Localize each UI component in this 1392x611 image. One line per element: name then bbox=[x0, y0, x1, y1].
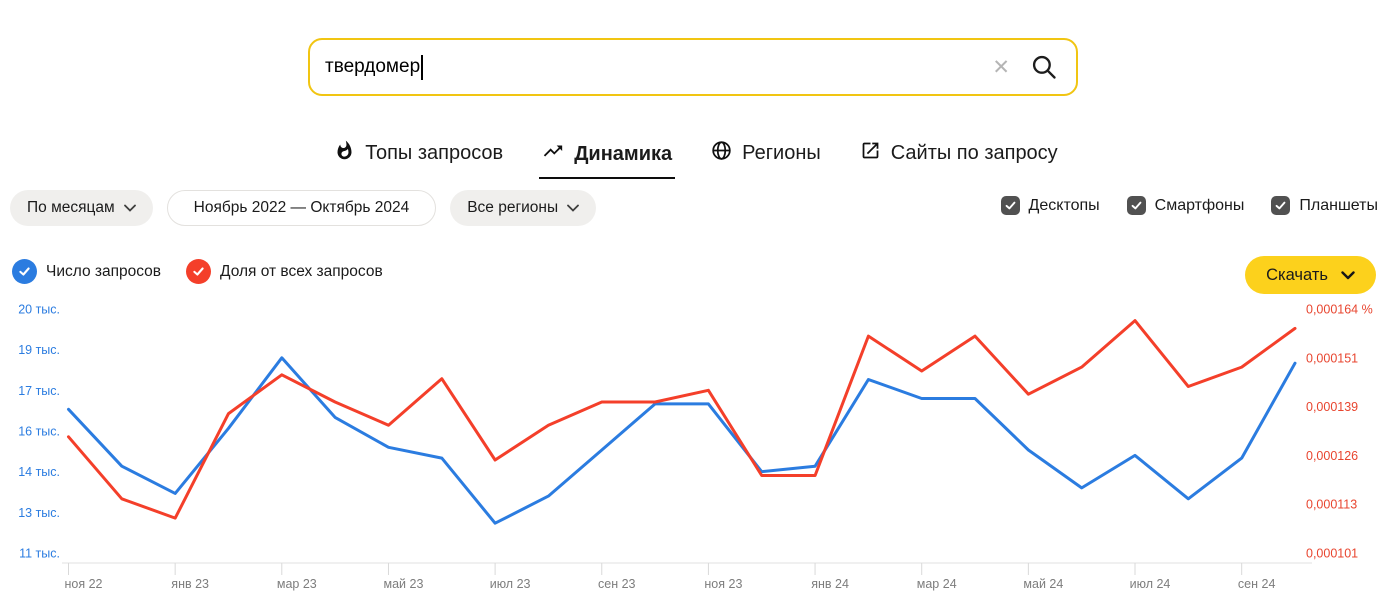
legend-queries-toggle[interactable]: Число запросов bbox=[12, 259, 161, 284]
x-axis-label: сен 23 bbox=[598, 577, 636, 591]
legend-check-icon-blue bbox=[12, 259, 37, 284]
tab-label: Динамика bbox=[574, 142, 673, 165]
period-select[interactable]: По месяцам bbox=[10, 190, 153, 226]
left-axis-label: 20 тыс. bbox=[18, 303, 60, 317]
tab-label: Регионы bbox=[742, 142, 821, 164]
tab-dynamics[interactable]: Динамика bbox=[539, 138, 676, 179]
tab-sites-by-query[interactable]: Сайты по запросу bbox=[857, 138, 1061, 178]
checkbox-checked-icon bbox=[1126, 196, 1146, 215]
checkbox-tablets[interactable]: Планшеты bbox=[1271, 196, 1378, 215]
tab-label: Топы запросов bbox=[365, 142, 504, 164]
right-axis-label: 0,000139 bbox=[1306, 400, 1358, 414]
legend-share-toggle[interactable]: Доля от всех запросов bbox=[186, 259, 383, 284]
x-axis-label: ноя 22 bbox=[64, 577, 102, 591]
checkbox-checked-icon bbox=[1000, 196, 1020, 215]
left-axis-label: 11 тыс. bbox=[19, 547, 60, 561]
checkbox-smartphones[interactable]: Смартфоны bbox=[1126, 196, 1245, 215]
download-label: Скачать bbox=[1266, 265, 1328, 284]
globe-icon bbox=[711, 140, 732, 167]
queries-line bbox=[67, 356, 1297, 525]
x-axis-label: май 23 bbox=[384, 577, 424, 591]
legend-label: Доля от всех запросов bbox=[220, 262, 383, 280]
trending-up-icon bbox=[542, 140, 564, 168]
x-axis-label: сен 24 bbox=[1238, 577, 1276, 591]
tab-top-queries[interactable]: Топы запросов bbox=[331, 138, 506, 178]
chevron-down-icon bbox=[1341, 270, 1355, 279]
x-axis-label: янв 24 bbox=[811, 577, 849, 591]
left-axis-label: 14 тыс. bbox=[18, 465, 60, 479]
checkbox-desktops[interactable]: Десктопы bbox=[1000, 196, 1100, 215]
share-line bbox=[67, 319, 1297, 520]
date-range-label: Ноябрь 2022 — Октябрь 2024 bbox=[193, 199, 410, 216]
device-filters: Десктопы Смартфоны Планшеты bbox=[1000, 196, 1378, 215]
checkbox-label: Планшеты bbox=[1299, 196, 1378, 214]
chevron-down-icon bbox=[123, 204, 136, 212]
region-label: Все регионы bbox=[467, 199, 559, 216]
left-axis-label: 17 тыс. bbox=[18, 384, 60, 398]
download-button[interactable]: Скачать bbox=[1245, 256, 1376, 294]
date-range-select[interactable]: Ноябрь 2022 — Октябрь 2024 bbox=[166, 190, 437, 226]
checkbox-label: Десктопы bbox=[1028, 196, 1100, 214]
region-select[interactable]: Все регионы bbox=[450, 190, 597, 226]
checkbox-checked-icon bbox=[1271, 196, 1291, 215]
left-axis-label: 19 тыс. bbox=[18, 343, 60, 357]
right-axis-label: 0,000151 bbox=[1306, 351, 1358, 365]
period-label: По месяцам bbox=[27, 199, 115, 216]
tab-bar: Топы запросов Динамика Регионы Сайты по … bbox=[0, 138, 1392, 179]
x-axis-label: янв 23 bbox=[171, 577, 209, 591]
right-axis-label: 0,000164 % bbox=[1306, 303, 1373, 317]
chart-legend: Число запросов Доля от всех запросов bbox=[12, 259, 383, 284]
tab-label: Сайты по запросу bbox=[890, 142, 1058, 164]
x-axis-label: июл 23 bbox=[490, 577, 531, 591]
external-link-icon bbox=[860, 140, 881, 167]
x-axis-label: мар 24 bbox=[917, 577, 957, 591]
clear-icon[interactable]: ✕ bbox=[992, 55, 1010, 79]
x-axis-label: ноя 23 bbox=[704, 577, 742, 591]
flame-icon bbox=[334, 140, 355, 167]
legend-label: Число запросов bbox=[46, 262, 162, 280]
x-axis-label: июл 24 bbox=[1130, 577, 1171, 591]
x-axis-label: мар 23 bbox=[277, 577, 317, 591]
x-axis-label: май 24 bbox=[1023, 577, 1063, 591]
left-axis-label: 13 тыс. bbox=[18, 506, 60, 520]
left-axis-label: 16 тыс. bbox=[18, 425, 60, 439]
filter-bar: По месяцам Ноябрь 2022 — Октябрь 2024 Вс… bbox=[10, 190, 597, 226]
dynamics-chart[interactable]: ноя 22 янв 23 мар 23 май 23 июл 23 сен 23 ноя … bbox=[0, 300, 1392, 611]
right-axis-label: 0,000101 bbox=[1306, 547, 1358, 561]
search-bar[interactable]: твердомер ✕ bbox=[308, 38, 1078, 96]
chevron-down-icon bbox=[567, 204, 579, 212]
tab-regions[interactable]: Регионы bbox=[708, 138, 824, 178]
right-axis-label: 0,000113 bbox=[1306, 498, 1357, 512]
search-icon[interactable] bbox=[1030, 53, 1058, 81]
legend-check-icon-red bbox=[186, 259, 212, 284]
text-cursor bbox=[421, 54, 423, 80]
checkbox-label: Смартфоны bbox=[1154, 196, 1245, 214]
right-axis-label: 0,000126 bbox=[1306, 449, 1358, 463]
search-input[interactable]: твердомер bbox=[325, 56, 421, 77]
